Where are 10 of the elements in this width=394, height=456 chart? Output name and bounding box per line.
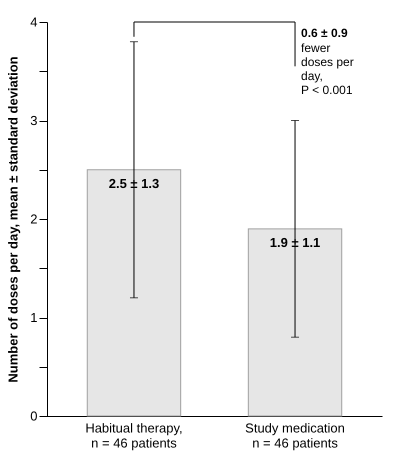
y-tick-label: 4 <box>30 14 38 30</box>
annotation: fewer doses per day, P < 0.001 <box>301 41 354 97</box>
x-tick-label: Habitual therapy, n = 46 patients <box>85 420 183 450</box>
y-axis-title: Number of doses per day, mean ± standard deviation <box>5 56 20 383</box>
y-tick-label: 1 <box>30 310 38 325</box>
annotation: 0.6 ± 0.9 <box>301 26 348 40</box>
y-tick-label: 3 <box>30 113 38 128</box>
y-tick-label: 2 <box>30 212 38 226</box>
x-tick-label: Study medication n = 46 patients <box>245 420 345 450</box>
y-tick-label: 0 <box>30 408 38 424</box>
